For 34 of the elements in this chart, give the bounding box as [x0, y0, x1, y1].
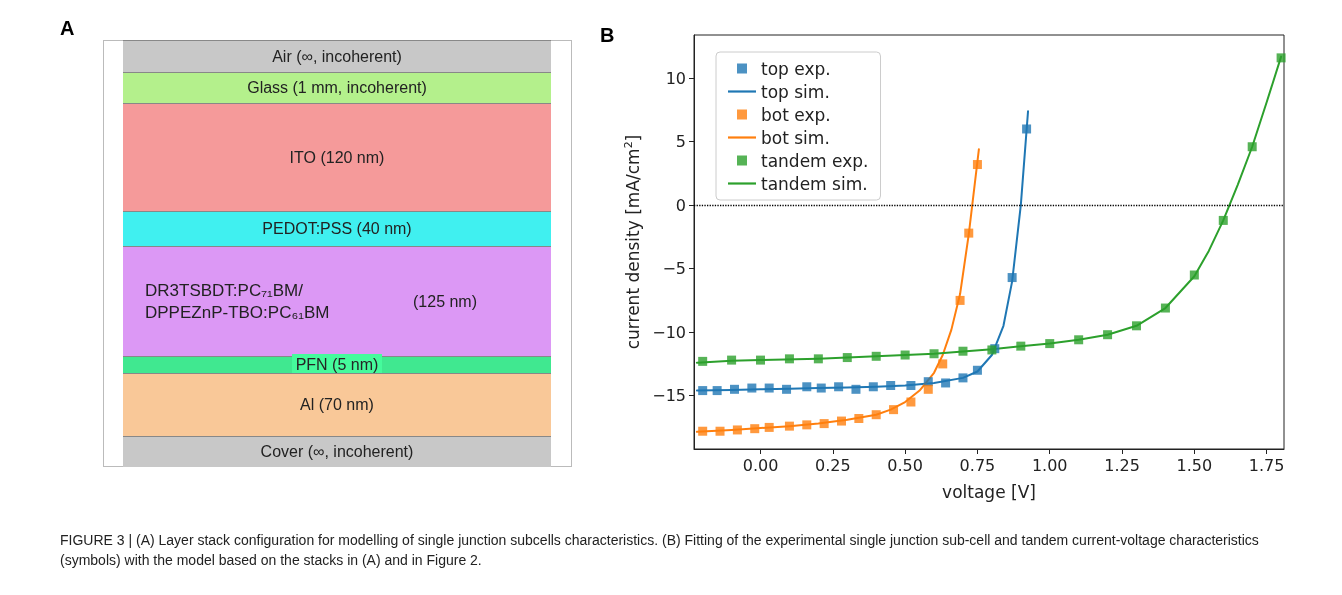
text: (125 nm)	[413, 292, 478, 311]
legend-label: bot sim.	[761, 127, 830, 148]
text: A	[60, 17, 75, 40]
text: PEDOT:PSS (40 nm)	[262, 220, 412, 238]
text: Air (∞, incoherent)	[272, 47, 402, 66]
legend-label: tandem exp.	[761, 150, 869, 171]
x-tick-label: 0.50	[887, 455, 923, 475]
y-tick-label: −5	[662, 259, 686, 279]
y-tick-label: 0	[675, 195, 686, 215]
text: Cover (∞, incoherent)	[260, 443, 414, 461]
text: DR3TSBDT:PC₇₁BM/ DPPEZnP-TBO:PC₆₁BM	[145, 279, 330, 324]
y-tick-label: −10	[652, 322, 686, 342]
text: PFN (5 nm)	[291, 354, 383, 376]
y-tick-label: 10	[665, 68, 686, 88]
x-tick-label: 1.25	[1104, 455, 1140, 475]
x-tick-label: 1.00	[1031, 455, 1068, 475]
text: Glass (1 mm, incoherent)	[247, 79, 427, 97]
x-tick-label: 0.75	[959, 455, 996, 475]
y-tick-label: −15	[652, 386, 686, 406]
legend-label: top sim.	[761, 81, 830, 102]
x-tick-label: 1.75	[1248, 455, 1285, 475]
text: ITO (120 nm)	[289, 148, 385, 167]
x-axis-title: voltage [V]	[942, 481, 1036, 502]
y-tick-label: 5	[675, 132, 686, 152]
text: Al (70 nm)	[300, 396, 374, 414]
legend-label: bot exp.	[761, 104, 831, 125]
x-tick-label: 0.25	[815, 455, 851, 475]
y-axis-title: current density [mA/cm2]	[622, 134, 643, 350]
legend-label: tandem sim.	[761, 173, 868, 194]
caption: FIGURE 3 | (A) Layer stack configuration for modelling of single junction subcells characteristics. (B) Fitting of the experimental single junction sub-cell and tandem current-voltage characteristics (symbols) with the model based on the stacks in (A) and in Figure 2.	[60, 531, 1260, 570]
chart-title: B	[600, 24, 615, 47]
legend-label: top exp.	[761, 58, 831, 79]
x-tick-label: 1.50	[1176, 455, 1213, 475]
x-tick-label: 0.00	[742, 455, 779, 475]
